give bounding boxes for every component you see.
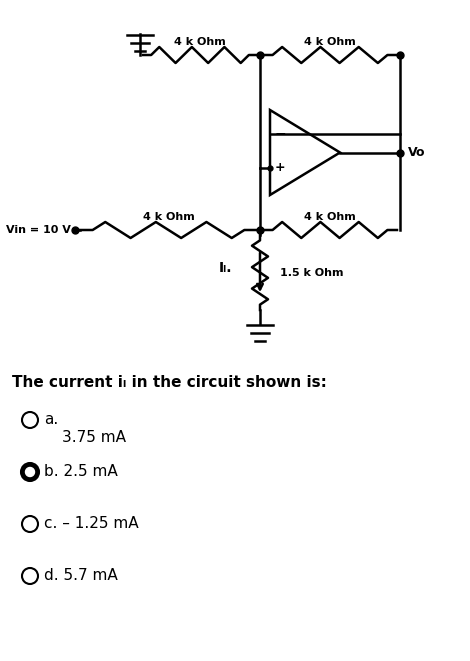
Text: Vin = 10 V: Vin = 10 V	[6, 225, 71, 235]
Text: 4 k Ohm: 4 k Ohm	[142, 212, 195, 222]
Text: 4 k Ohm: 4 k Ohm	[304, 37, 356, 47]
Text: Iₗ.: Iₗ.	[218, 261, 232, 275]
Text: 4 k Ohm: 4 k Ohm	[304, 212, 356, 222]
Circle shape	[21, 463, 39, 481]
Circle shape	[25, 467, 34, 477]
Text: d. 5.7 mA: d. 5.7 mA	[44, 568, 118, 584]
Text: 1.5 k Ohm: 1.5 k Ohm	[280, 268, 344, 278]
Text: c. – 1.25 mA: c. – 1.25 mA	[44, 516, 139, 531]
Text: b. 2.5 mA: b. 2.5 mA	[44, 465, 118, 479]
Text: 3.75 mA: 3.75 mA	[62, 430, 126, 446]
Text: +: +	[274, 161, 285, 175]
Text: 4 k Ohm: 4 k Ohm	[174, 37, 226, 47]
Text: Vo: Vo	[408, 146, 425, 159]
Text: −: −	[274, 127, 286, 141]
Text: The current iₗ in the circuit shown is:: The current iₗ in the circuit shown is:	[12, 375, 327, 390]
Text: a.: a.	[44, 412, 58, 428]
